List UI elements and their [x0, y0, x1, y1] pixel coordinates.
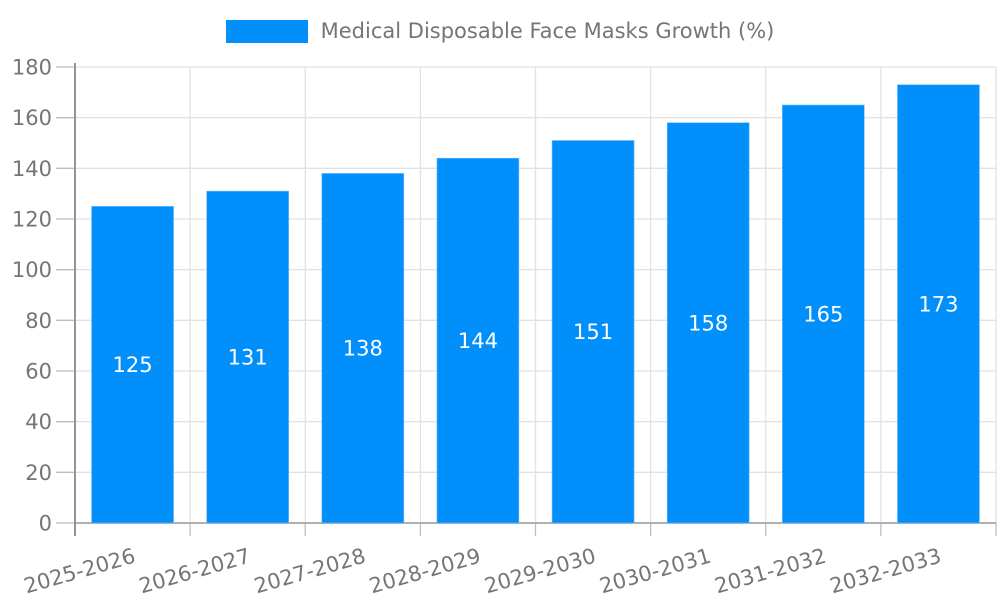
y-tick-label: 100	[12, 258, 52, 282]
x-tick-label: 2028-2029	[367, 544, 484, 599]
bar-value-label: 131	[228, 346, 268, 370]
bar-value-label: 173	[918, 292, 958, 316]
y-tick-label: 160	[12, 106, 52, 130]
x-tick-label: 2029-2030	[482, 544, 599, 599]
bar-2027-2028[interactable]	[321, 173, 405, 524]
bar-2028-2029[interactable]	[436, 157, 520, 524]
bar-2030-2031[interactable]	[666, 122, 750, 524]
bar-value-label: 138	[343, 337, 383, 361]
bar-value-label: 125	[113, 353, 153, 377]
bar-2029-2030[interactable]	[551, 140, 635, 524]
bar-value-label: 165	[803, 303, 843, 327]
bar-value-label: 151	[573, 320, 613, 344]
bar-2026-2027[interactable]	[206, 190, 289, 524]
y-tick-label: 140	[12, 157, 52, 181]
bar-value-label: 158	[688, 311, 728, 335]
y-tick-label: 40	[25, 410, 52, 434]
legend-swatch	[225, 19, 308, 43]
x-tick-label: 2032-2033	[827, 544, 944, 599]
x-tick-label: 2025-2026	[21, 544, 138, 599]
chart-legend[interactable]: Medical Disposable Face Masks Growth (%)	[0, 19, 1000, 43]
y-tick-label: 20	[25, 461, 52, 485]
bar-value-label: 144	[458, 329, 498, 353]
y-tick-label: 60	[25, 360, 52, 384]
x-tick-label: 2027-2028	[252, 544, 369, 599]
y-tick-label: 80	[25, 309, 52, 333]
y-tick-label: 180	[12, 56, 52, 80]
y-tick-label: 0	[39, 512, 52, 536]
bar-2032-2033[interactable]	[897, 84, 980, 524]
bar-2025-2026[interactable]	[91, 206, 174, 524]
y-tick-label: 120	[12, 208, 52, 232]
x-tick-label: 2026-2027	[136, 544, 253, 599]
x-tick-label: 2031-2032	[712, 544, 829, 599]
bar-2031-2032[interactable]	[782, 104, 865, 524]
x-tick-label: 2030-2031	[597, 544, 714, 599]
legend-label: Medical Disposable Face Masks Growth (%)	[320, 19, 775, 43]
